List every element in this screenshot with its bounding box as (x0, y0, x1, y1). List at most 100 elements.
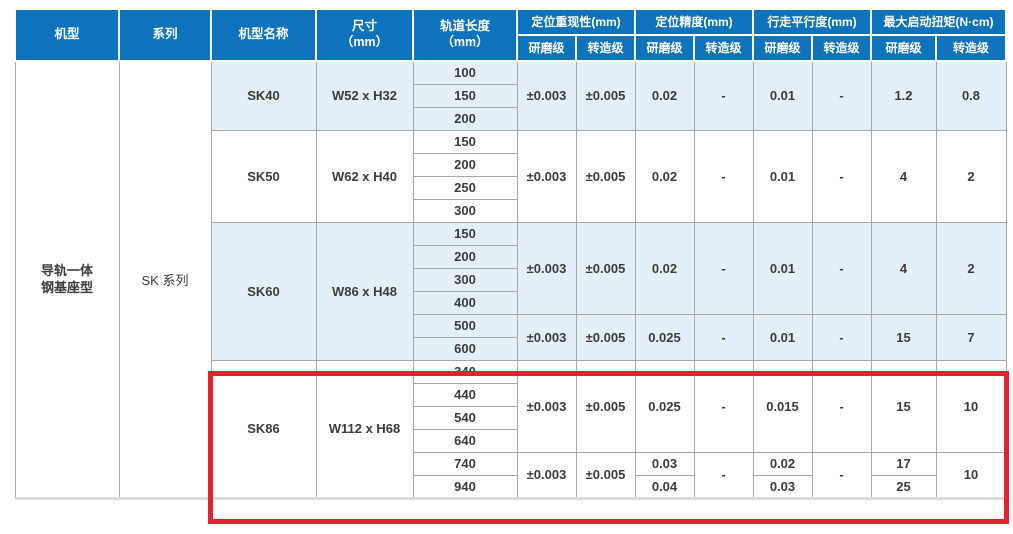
rail-length-cell: 640 (412, 428, 518, 453)
rail-length-cell: 300 (412, 267, 518, 292)
subheader-rolled-grade: 转造级 (575, 34, 636, 62)
model-name-cell: SK60 (210, 221, 317, 361)
size-cell: W112 x H68 (315, 359, 414, 499)
spec-value-cell: 0.01 (752, 313, 813, 361)
table-row: 200 (15, 244, 1006, 269)
table-row: 250 (15, 175, 1006, 200)
spec-value-cell: 0.02 (634, 221, 695, 315)
spec-value-cell: - (811, 221, 872, 315)
rail-length-cell: 150 (412, 221, 518, 246)
spec-value-cell: 0.02 (634, 60, 695, 131)
spec-value-cell: - (811, 359, 872, 453)
spec-value-cell: 10 (935, 451, 1007, 499)
table-row: 150 (15, 83, 1006, 108)
spec-value-cell: 0.02 (752, 451, 813, 476)
table-row: 200 (15, 152, 1006, 177)
table-row: 740 ±0.003 ±0.005 0.03-0.02-17 10 (15, 451, 1007, 499)
rail-length-cell: 940 (412, 474, 518, 499)
spec-value-cell: 15 (870, 359, 937, 453)
table-row: SK60 W86 x H48 150 ±0.003 ±0.005 0.02-0.01-4 2 (15, 221, 1007, 361)
spec-value-cell: ±0.005 (575, 221, 636, 315)
subheader-rolled-grade: 转造级 (935, 34, 1007, 62)
spec-value-cell: - (811, 451, 872, 499)
spec-value-cell: - (811, 313, 872, 361)
table-row: SK50 W62 x H40 150 ±0.003 ±0.005 0.02-0.01-4 2 (15, 129, 1007, 223)
table-row: 440 (15, 382, 1006, 407)
machine-type-cell: 导轨一体 钢基座型 (14, 60, 120, 499)
spec-value-cell: 0.01 (752, 221, 813, 315)
rail-length-cell: 340 (412, 359, 518, 384)
table-row: 300 (15, 267, 1006, 292)
spec-value-cell: ±0.003 (516, 451, 577, 499)
spec-value-cell: ±0.003 (516, 359, 577, 453)
subheader-rolled-grade: 转造级 (811, 34, 872, 62)
spec-value-cell: ±0.005 (575, 129, 636, 223)
spec-value-cell: 10 (935, 359, 1007, 453)
text-line: 导轨一体 (40, 262, 93, 278)
spec-value-cell: - (811, 60, 872, 131)
rail-length-cell: 150 (412, 83, 518, 108)
header-size-line2: （mm） (340, 35, 389, 49)
spec-value-cell: ±0.003 (516, 60, 577, 131)
subheader-ground-grade: 研磨级 (752, 34, 813, 62)
rail-length-cell: 400 (412, 290, 518, 315)
rail-length-cell: 600 (412, 336, 518, 361)
rail-length-cell: 540 (412, 405, 518, 430)
spec-value-cell: - (693, 221, 754, 315)
spec-value-cell: 7 (935, 313, 1007, 361)
subheader-ground-grade: 研磨级 (870, 34, 937, 62)
spec-value-cell: 0.02 (634, 129, 695, 223)
spec-value-cell: 0.025 (634, 359, 695, 453)
spec-value-cell: - (693, 359, 754, 453)
spec-value-cell: 25 (870, 474, 937, 499)
spec-value-cell: ±0.005 (575, 451, 636, 499)
spec-value-cell: - (811, 129, 872, 223)
table-row: 540 (15, 405, 1006, 430)
rail-length-cell: 100 (412, 60, 518, 85)
rail-length-cell: 440 (412, 382, 518, 407)
table-row: 640 (15, 428, 1006, 453)
rail-length-cell: 200 (412, 244, 518, 269)
header-rail-length: 轨道长度 （mm） (412, 8, 518, 62)
rail-length-cell: 250 (412, 175, 518, 200)
rail-length-cell: 300 (412, 198, 518, 223)
spec-value-cell: - (693, 451, 754, 499)
spec-table: 机型 系列 机型名称 尺寸 （mm） 轨道长度 （mm） 定位重现性(mm) 定… (14, 8, 1007, 500)
header-model-name: 机型名称 (210, 8, 317, 62)
spec-value-cell: 15 (870, 313, 937, 361)
rail-length-cell: 150 (412, 129, 518, 154)
header-positioning-repeatability: 定位重现性(mm) (516, 8, 636, 36)
spec-value-cell: 0.01 (752, 60, 813, 131)
table-body: 导轨一体 钢基座型 SK 系列 SK40 W52 x H32 100 ±0.003 ±0.00… (14, 60, 1007, 499)
table-row: 940 0.04 0.03 25 (15, 474, 1006, 499)
header-series: 系列 (118, 8, 212, 62)
spec-value-cell: 0.015 (752, 359, 813, 453)
header-size-line1: 尺寸 (351, 19, 377, 34)
model-name-cell: SK50 (210, 129, 317, 223)
text-line: 钢基座型 (40, 280, 93, 296)
table-row: 600 (15, 336, 1006, 361)
spec-value-cell: ±0.003 (516, 313, 577, 361)
header-machine-type: 机型 (14, 8, 120, 62)
spec-value-cell: 17 (870, 451, 937, 476)
spec-value-cell: - (693, 313, 754, 361)
spec-value-cell: ±0.005 (575, 359, 636, 453)
rail-length-cell: 500 (412, 313, 518, 338)
spec-value-cell: ±0.005 (575, 313, 636, 361)
header-max-starting-torque: 最大启动扭矩(N·cm) (870, 8, 1007, 36)
spec-value-cell: 4 (870, 221, 937, 315)
table-row: 300 (15, 198, 1006, 223)
header-rail-length-line1: 轨道长度 (439, 19, 490, 34)
subheader-ground-grade: 研磨级 (634, 34, 695, 62)
header-rail-length-line2: （mm） (441, 35, 489, 49)
subheader-rolled-grade: 转造级 (693, 34, 754, 62)
size-cell: W86 x H48 (315, 221, 414, 361)
rail-length-cell: 200 (412, 152, 518, 177)
size-cell: W62 x H40 (315, 129, 414, 223)
spec-value-cell: ±0.003 (516, 129, 577, 223)
spec-value-cell: 0.03 (752, 474, 813, 499)
spec-value-cell: ±0.005 (575, 60, 636, 131)
spec-value-cell: 2 (935, 221, 1007, 315)
series-cell: SK 系列 (118, 60, 212, 499)
